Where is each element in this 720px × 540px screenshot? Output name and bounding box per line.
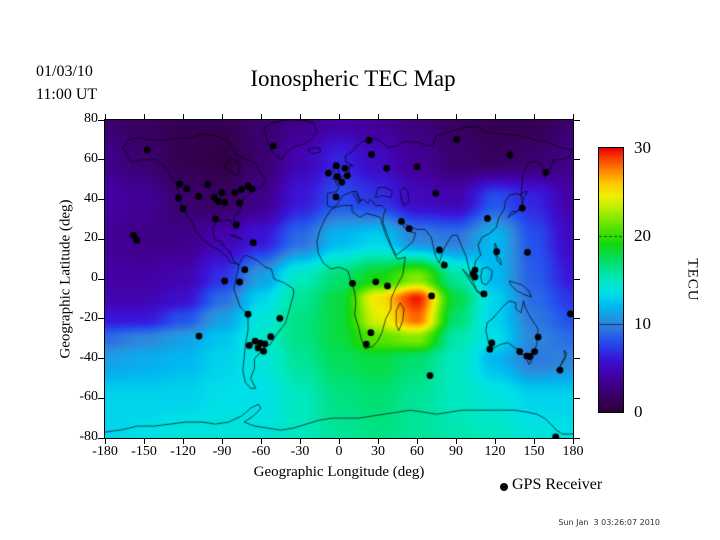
y-tick-mark — [574, 397, 580, 399]
y-tick-label: -80 — [79, 429, 98, 444]
y-tick-label: 0 — [91, 270, 98, 285]
y-tick-label: -40 — [79, 349, 98, 365]
y-tick-label: 40 — [84, 190, 98, 206]
x-tick-mark — [377, 114, 379, 119]
legend-label: GPS Receiver — [512, 476, 603, 493]
colorbar-tick-label: 20 — [634, 226, 651, 245]
x-tick-mark — [182, 114, 184, 119]
x-tick-mark — [494, 439, 496, 444]
x-tick-label: -120 — [170, 444, 196, 459]
y-tick-mark — [574, 318, 580, 320]
y-tick-mark — [98, 358, 104, 359]
y-tick-mark — [574, 159, 580, 161]
y-tick-mark — [98, 119, 104, 121]
map-plot — [104, 119, 574, 439]
date-text: 01/03/10 — [36, 63, 93, 80]
y-tick-label: -20 — [79, 309, 98, 325]
x-tick-mark — [572, 439, 574, 444]
x-tick-mark — [533, 439, 535, 444]
y-tick-label: 20 — [84, 230, 98, 246]
x-tick-label: -90 — [212, 444, 232, 459]
x-tick-mark — [104, 114, 106, 119]
x-tick-label: -180 — [92, 444, 118, 459]
x-tick-mark — [299, 114, 301, 119]
x-tick-label: -150 — [131, 444, 157, 459]
y-tick-mark — [574, 278, 580, 280]
page-title: Ionospheric TEC Map — [250, 66, 456, 91]
x-axis-label: Geographic Longitude (deg) — [253, 464, 425, 480]
colorbar-tick-label: 10 — [634, 314, 651, 333]
colorbar-tick-label: 0 — [634, 402, 643, 421]
y-tick-label: 60 — [84, 150, 98, 166]
x-tick-mark — [494, 114, 496, 119]
x-tick-label: -30 — [290, 444, 310, 459]
y-tick-mark — [574, 437, 580, 439]
x-tick-mark — [143, 114, 145, 119]
x-tick-label: 90 — [449, 444, 463, 459]
x-tick-mark — [260, 114, 262, 119]
y-tick-mark — [98, 238, 104, 240]
y-tick-mark — [98, 437, 104, 439]
y-tick-mark — [574, 358, 580, 359]
x-tick-label: 150 — [523, 444, 545, 459]
x-tick-label: 120 — [484, 444, 506, 459]
colorbar-unit-label: TECU — [684, 258, 701, 302]
date-annotation: 01/03/10 11:00 UT — [36, 60, 97, 106]
creation-timestamp: Sun Jan 3 03:26:07 2010 — [558, 518, 660, 527]
x-tick-mark — [221, 114, 223, 119]
x-tick-mark — [143, 439, 145, 444]
time-text: 11:00 UT — [36, 86, 98, 103]
y-tick-label: 80 — [84, 111, 98, 126]
y-tick-mark — [574, 238, 580, 240]
x-tick-mark — [260, 439, 262, 444]
x-tick-mark — [416, 439, 418, 444]
x-tick-label: 60 — [410, 444, 424, 459]
x-tick-mark — [338, 114, 340, 119]
y-tick-mark — [98, 318, 104, 320]
y-tick-mark — [574, 119, 580, 121]
y-tick-label: -60 — [79, 389, 98, 405]
y-tick-mark — [574, 199, 580, 200]
x-tick-label: 30 — [371, 444, 385, 459]
x-tick-mark — [182, 439, 184, 444]
colorbar-canvas — [599, 148, 623, 412]
colorbar — [598, 147, 624, 413]
y-tick-mark — [98, 159, 104, 161]
x-tick-mark — [299, 439, 301, 444]
x-tick-mark — [533, 114, 535, 119]
x-tick-mark — [104, 439, 106, 444]
x-tick-label: -60 — [251, 444, 271, 459]
x-tick-label: 180 — [562, 444, 584, 459]
x-tick-label: 0 — [335, 444, 343, 459]
x-tick-mark — [338, 439, 340, 444]
y-tick-mark — [98, 397, 104, 399]
x-tick-mark — [455, 439, 457, 444]
colorbar-tick-label: 30 — [634, 138, 651, 157]
x-tick-mark — [221, 439, 223, 444]
x-tick-mark — [572, 114, 574, 119]
y-tick-mark — [98, 199, 104, 200]
y-tick-mark — [98, 278, 104, 280]
gps-receiver-dot-icon — [500, 483, 508, 491]
x-tick-mark — [455, 114, 457, 119]
x-tick-mark — [416, 114, 418, 119]
tec-heatmap-canvas — [105, 120, 573, 438]
x-tick-mark — [377, 439, 379, 444]
